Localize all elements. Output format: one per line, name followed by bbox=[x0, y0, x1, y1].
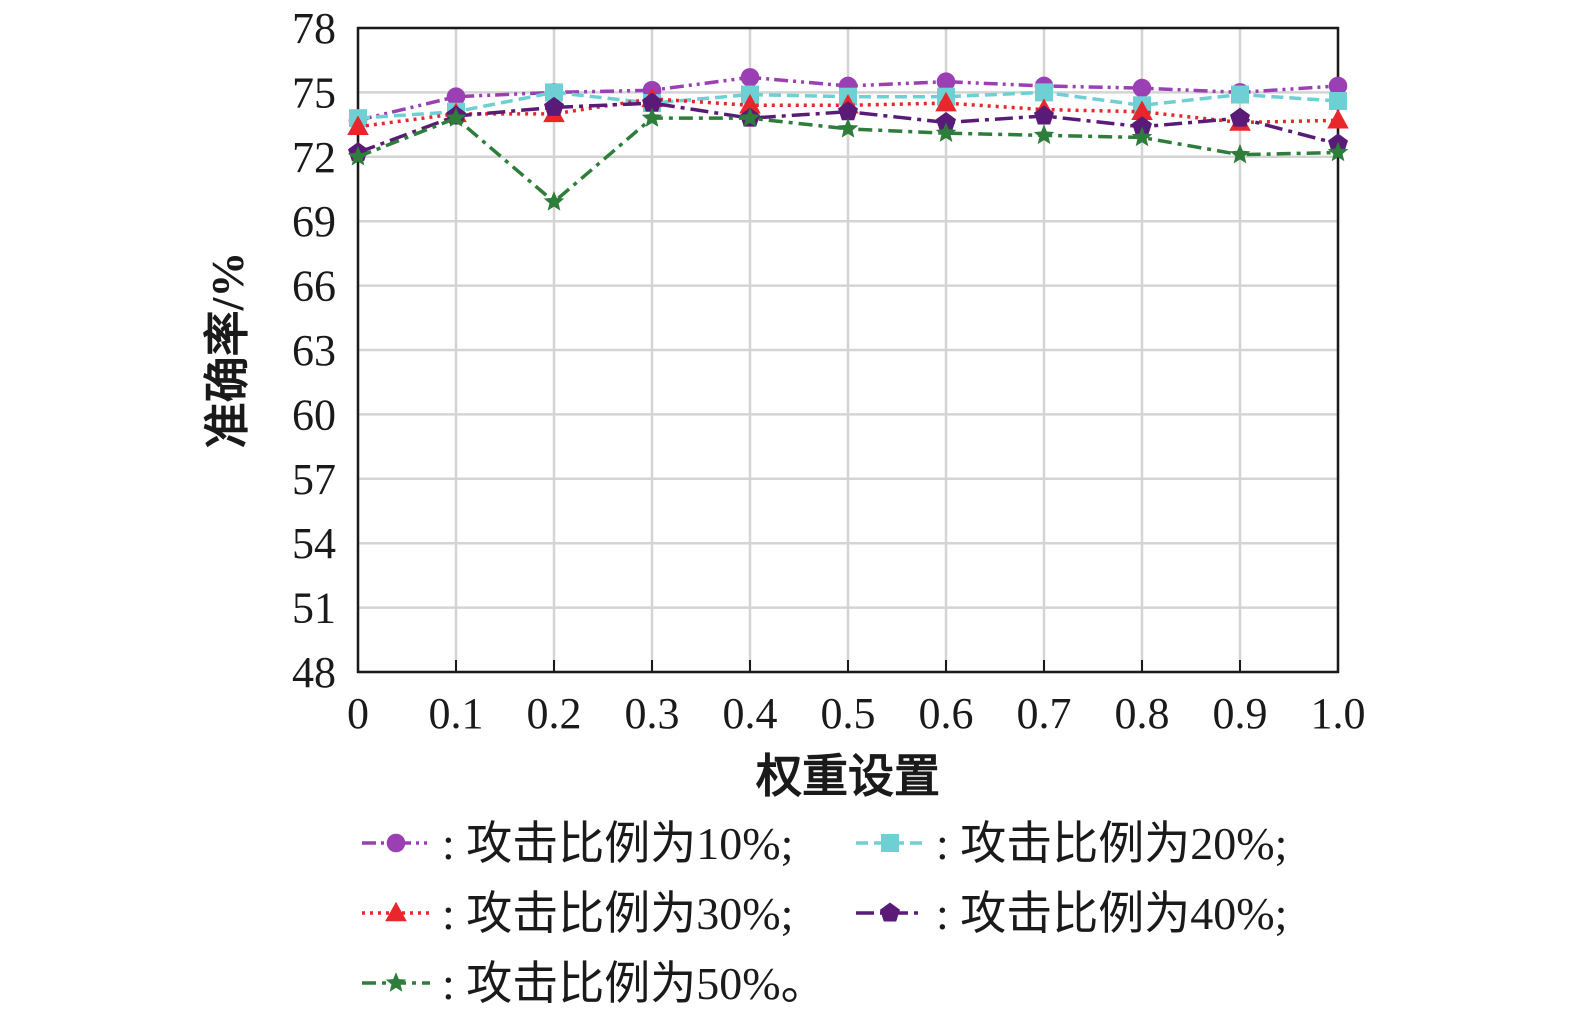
legend-label: : 攻击比例为10%; bbox=[442, 818, 793, 869]
x-tick-label: 0.1 bbox=[429, 689, 484, 738]
data-point bbox=[1131, 126, 1153, 147]
y-tick-label: 54 bbox=[292, 519, 336, 568]
data-point bbox=[1329, 91, 1347, 110]
y-tick-label: 63 bbox=[292, 326, 336, 375]
legend-item: : 攻击比例为50%。 bbox=[362, 958, 827, 1009]
y-tick-label: 48 bbox=[292, 648, 336, 697]
legend-swatch-marker bbox=[880, 902, 900, 922]
data-point bbox=[739, 94, 761, 114]
data-point bbox=[446, 87, 466, 106]
plot-frame bbox=[356, 26, 1340, 674]
x-tick-label: 0.7 bbox=[1017, 689, 1072, 738]
legend-label: : 攻击比例为20%; bbox=[936, 818, 1287, 869]
data-point bbox=[1327, 141, 1349, 162]
data-point bbox=[935, 91, 957, 112]
y-tick-label: 66 bbox=[292, 262, 336, 311]
y-axis-title: 准确率/% bbox=[202, 252, 253, 449]
data-point bbox=[544, 96, 564, 116]
data-point bbox=[837, 118, 859, 138]
series-5 bbox=[347, 107, 1349, 211]
legend-item: : 攻击比例为10%; bbox=[362, 818, 793, 869]
data-point bbox=[445, 107, 467, 127]
x-tick-label: 0.2 bbox=[527, 689, 582, 738]
legend: : 攻击比例为10%; : 攻击比例为20%; : 攻击比例为30%; : 攻击比例为… bbox=[362, 818, 1287, 1009]
y-tick-label: 51 bbox=[292, 584, 336, 633]
x-tick-label: 1.0 bbox=[1311, 689, 1366, 738]
y-tick-label: 75 bbox=[292, 68, 336, 117]
data-point bbox=[1327, 109, 1349, 129]
data-point bbox=[545, 83, 563, 102]
y-tick-label: 78 bbox=[292, 4, 336, 53]
series-line bbox=[357, 101, 1339, 155]
series-group bbox=[347, 68, 1349, 211]
legend-swatch-marker bbox=[386, 833, 406, 853]
x-tick-label: 0.9 bbox=[1213, 689, 1268, 738]
data-point bbox=[1231, 85, 1249, 104]
data-point bbox=[1230, 107, 1250, 127]
legend-swatch-marker bbox=[385, 972, 407, 992]
x-tick-label: 0.5 bbox=[821, 689, 876, 738]
data-point bbox=[347, 115, 369, 135]
legend-label: : 攻击比例为30%; bbox=[442, 888, 793, 939]
legend-item: : 攻击比例为30%; bbox=[362, 888, 793, 939]
legend-label: : 攻击比例为40%; bbox=[936, 888, 1287, 939]
y-tick-label: 60 bbox=[292, 390, 336, 439]
data-point bbox=[641, 107, 663, 127]
data-point bbox=[739, 107, 761, 127]
data-point bbox=[1132, 116, 1152, 136]
data-point bbox=[543, 191, 565, 211]
legend-swatch-marker bbox=[881, 834, 899, 852]
data-point bbox=[1131, 100, 1153, 120]
x-tick-label: 0.6 bbox=[919, 689, 974, 738]
data-point bbox=[1033, 124, 1055, 145]
data-point bbox=[1132, 78, 1152, 98]
legend-item: : 攻击比例为40%; bbox=[856, 888, 1287, 939]
x-tick-label: 0.3 bbox=[625, 689, 680, 738]
y-tick-label: 57 bbox=[292, 455, 336, 504]
x-tick-label: 0.8 bbox=[1115, 689, 1170, 738]
data-point bbox=[1328, 76, 1348, 96]
data-point bbox=[347, 146, 369, 166]
x-tick-label: 0 bbox=[347, 689, 369, 738]
tick-labels: 48 51 54 57 60 63 66 69 72 75 78 0 0.1 0.2 0.3 0.4 0.5 0.… bbox=[292, 4, 1366, 738]
y-tick-label: 69 bbox=[292, 197, 336, 246]
x-tick-label: 0.4 bbox=[723, 689, 778, 738]
data-point bbox=[838, 101, 858, 121]
data-point bbox=[1035, 83, 1053, 102]
y-tick-label: 72 bbox=[292, 133, 336, 182]
legend-label: : 攻击比例为50%。 bbox=[442, 958, 827, 1009]
data-point bbox=[1034, 105, 1054, 125]
data-point bbox=[740, 68, 760, 87]
legend-item: : 攻击比例为20%; bbox=[856, 818, 1287, 869]
data-point bbox=[936, 111, 956, 131]
data-point bbox=[935, 122, 957, 142]
axes bbox=[356, 26, 1340, 674]
data-point bbox=[1229, 143, 1251, 164]
data-point bbox=[642, 92, 662, 112]
x-axis-title: 权重设置 bbox=[755, 751, 940, 802]
legend-swatch-marker bbox=[385, 901, 407, 922]
data-point bbox=[936, 72, 956, 91]
series-line bbox=[357, 116, 1339, 204]
